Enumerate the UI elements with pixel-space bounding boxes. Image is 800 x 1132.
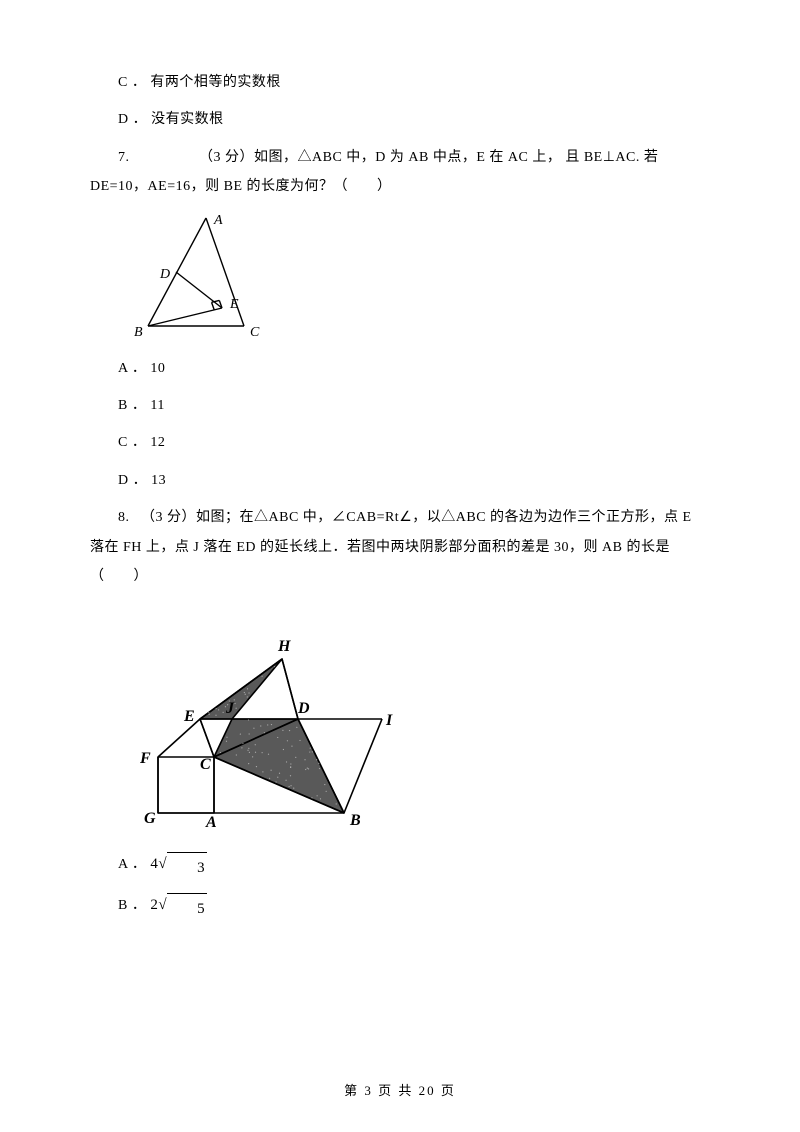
q7-option-d: D ． 13 bbox=[90, 466, 710, 495]
footer-total-pages: 20 bbox=[419, 1083, 436, 1098]
svg-text:A: A bbox=[205, 814, 217, 831]
q7-option-c: C ． 12 bbox=[90, 428, 710, 457]
svg-text:H: H bbox=[277, 638, 291, 655]
svg-text:D: D bbox=[159, 267, 170, 282]
q8-b-formula: 2√5 bbox=[150, 897, 207, 913]
option-d: D ． 没有实数根 bbox=[90, 105, 710, 134]
question-7-text: 7. （3 分）如图，△ABC 中，D 为 AB 中点，E 在 AC 上， 且 … bbox=[90, 143, 710, 202]
svg-text:G: G bbox=[144, 810, 156, 827]
q8-option-a: A ． 4√3 bbox=[90, 849, 710, 882]
svg-text:J: J bbox=[225, 700, 235, 717]
q7-option-a: A ． 10 bbox=[90, 354, 710, 383]
footer-middle: 页 共 bbox=[378, 1083, 413, 1098]
svg-text:C: C bbox=[250, 325, 260, 340]
svg-text:A: A bbox=[213, 213, 223, 228]
radicand: 5 bbox=[167, 893, 207, 926]
question-8-figure: G A B F C E J D I H bbox=[114, 621, 710, 841]
q8-b-prefix: B ． bbox=[118, 898, 150, 913]
svg-text:E: E bbox=[229, 297, 239, 312]
option-c: C ． 有两个相等的实数根 bbox=[90, 68, 710, 97]
question-7-figure: A B C D E bbox=[114, 210, 710, 346]
svg-text:B: B bbox=[134, 325, 143, 340]
footer-prefix: 第 bbox=[344, 1083, 359, 1098]
svg-text:I: I bbox=[385, 712, 393, 729]
radicand: 3 bbox=[167, 852, 207, 885]
svg-text:E: E bbox=[183, 708, 195, 725]
svg-text:F: F bbox=[139, 750, 151, 767]
svg-text:B: B bbox=[349, 812, 361, 829]
svg-text:C: C bbox=[200, 756, 211, 773]
footer-current-page: 3 bbox=[364, 1083, 373, 1098]
page-content: C ． 有两个相等的实数根 D ． 没有实数根 7. （3 分）如图，△ABC … bbox=[0, 0, 800, 1132]
q8-option-b: B ． 2√5 bbox=[90, 890, 710, 923]
footer-suffix: 页 bbox=[441, 1083, 456, 1098]
page-footer: 第 3 页 共 20 页 bbox=[0, 1077, 800, 1104]
q8-a-prefix: A ． bbox=[118, 857, 150, 872]
svg-text:D: D bbox=[297, 700, 310, 717]
spacer bbox=[90, 599, 710, 613]
q7-option-b: B ． 11 bbox=[90, 391, 710, 420]
question-8-text: 8. （3 分）如图；在△ABC 中，∠CAB=Rt∠，以△ABC 的各边为边作… bbox=[90, 503, 710, 591]
q8-a-formula: 4√3 bbox=[150, 856, 207, 872]
